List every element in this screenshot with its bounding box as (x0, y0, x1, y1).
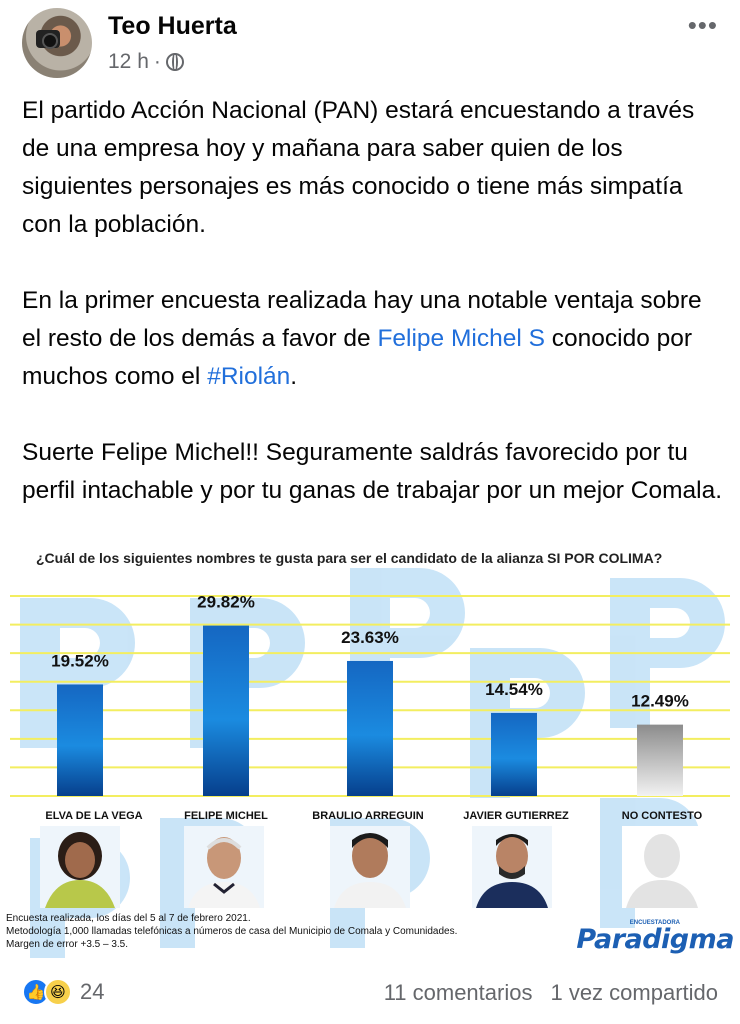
post-meta: 12 h · (108, 50, 184, 74)
candidate-label-3: BRAULIO ARREGUIN (312, 810, 424, 822)
post-header: Teo Huerta 12 h · ••• (0, 0, 740, 90)
haha-icon: 😆 (44, 978, 72, 1006)
more-options-icon[interactable]: ••• (687, 10, 718, 40)
poll-methodology: Encuesta realizada, los días del 5 al 7 … (6, 912, 457, 951)
poll-footer-line-1: Encuesta realizada, los días del 5 al 7 … (6, 913, 251, 924)
paragraph-2-text-middle: conocido por muchos como el (22, 325, 693, 390)
candidate-photo-elva (40, 826, 120, 908)
bar-2 (203, 625, 249, 796)
candidate-label-1: ELVA DE LA VEGA (45, 810, 143, 822)
bar-4 (491, 712, 537, 796)
candidate-photo-javier (472, 826, 552, 908)
bar-value-label-5: 12.49% (631, 692, 689, 711)
post-text: El partido Acción Nacional (PAN) estará … (22, 92, 722, 548)
camera-lens-icon (42, 33, 58, 49)
candidate-label-4: JAVIER GUTIERREZ (463, 810, 569, 822)
bar-1 (57, 684, 103, 796)
author-avatar[interactable] (22, 8, 92, 78)
poll-question: ¿Cuál de los siguientes nombres te gusta… (36, 550, 663, 566)
candidate-photo-braulio (330, 826, 410, 908)
poll-footer-line-2: Metodología 1,000 llamadas telefónicas a… (6, 926, 458, 937)
bar-5 (637, 724, 683, 796)
pollster-logo-caption: ENCUESTADORA (629, 920, 680, 926)
shares-link[interactable]: 1 vez compartido (550, 980, 718, 1005)
poll-footer-line-3: Margen de error +3.5 – 3.5. (6, 939, 129, 950)
comments-link[interactable]: 11 comentarios (383, 980, 533, 1005)
candidate-label-5: NO CONTESTO (621, 810, 703, 822)
no-answer-silhouette (622, 826, 702, 908)
post-time[interactable]: 12 h (108, 50, 149, 73)
engagement-stats: 11 comentarios 1 vez compartido (384, 980, 718, 1006)
poll-image[interactable]: ¿Cuál de los siguientes nombres te gusta… (0, 538, 740, 958)
hashtag-link[interactable]: #Riolán (207, 363, 291, 390)
mention-link[interactable]: Felipe Michel S (377, 325, 545, 352)
paragraph-2-text-end: . (290, 363, 298, 390)
reaction-count: 24 (80, 979, 105, 1004)
candidate-photo-felipe (184, 826, 264, 908)
bar-value-label-3: 23.63% (341, 628, 399, 647)
bar-value-label-4: 14.54% (485, 680, 543, 699)
meta-separator: · (153, 50, 161, 73)
poll-bar-chart: 19.52% 29.82% 23.63% 14.54% 12.49% (10, 593, 730, 797)
bar-3 (347, 660, 393, 796)
bar-value-label-2: 29.82% (197, 593, 255, 612)
bar-value-label-1: 19.52% (51, 651, 109, 670)
candidate-label-2: FELIPE MICHEL (184, 810, 268, 822)
pollster-logo: Paradigma (576, 924, 734, 955)
post-paragraph-1: El partido Acción Nacional (PAN) estará … (22, 97, 695, 238)
paragraph-2-text: En la primer encuesta realizada hay una … (22, 287, 702, 352)
author-name[interactable]: Teo Huerta (108, 12, 237, 40)
post-paragraph-2: En la primer encuesta realizada hay una … (22, 282, 722, 396)
globe-icon (165, 53, 184, 71)
post-paragraph-3: Suerte Felipe Michel!! Seguramente saldr… (22, 439, 722, 504)
reactions-summary[interactable]: 👍 😆 24 (22, 978, 104, 1006)
